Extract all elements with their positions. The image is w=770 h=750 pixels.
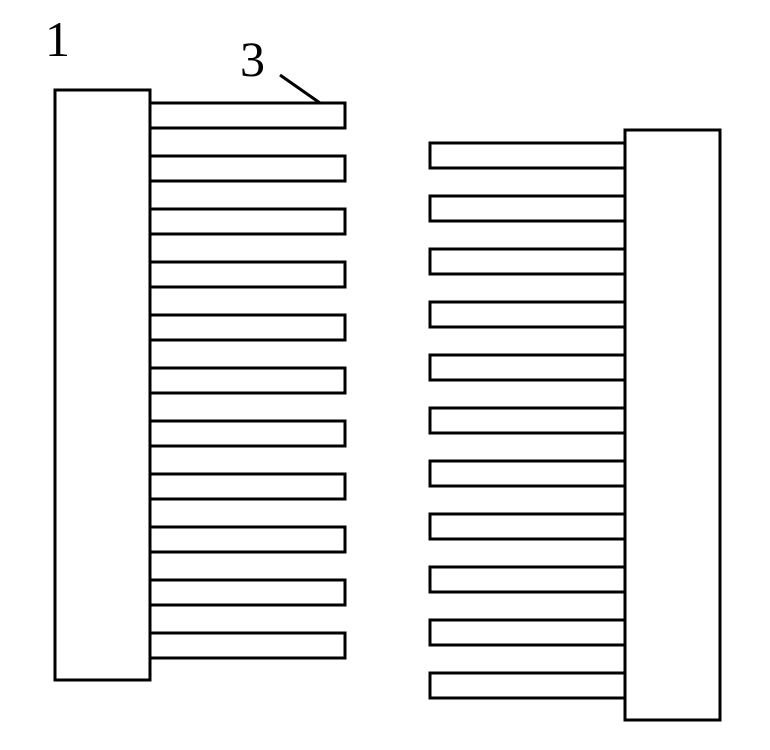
- left-fin-0: [150, 103, 345, 128]
- right-fin-1: [430, 196, 625, 221]
- right-fin-8: [430, 567, 625, 592]
- leader-0: [280, 75, 320, 103]
- left-fin-3: [150, 262, 345, 287]
- right-fin-2: [430, 249, 625, 274]
- left-block: [55, 90, 150, 680]
- right-block: [625, 130, 720, 720]
- left-fin-1: [150, 156, 345, 181]
- right-fin-5: [430, 408, 625, 433]
- left-fin-10: [150, 633, 345, 658]
- left-fin-5: [150, 368, 345, 393]
- label-1: 1: [45, 10, 70, 68]
- left-fin-7: [150, 474, 345, 499]
- right-fin-3: [430, 302, 625, 327]
- right-fin-7: [430, 514, 625, 539]
- diagram-canvas: [0, 0, 770, 750]
- right-fin-4: [430, 355, 625, 380]
- left-fin-2: [150, 209, 345, 234]
- right-fin-0: [430, 143, 625, 168]
- left-fin-4: [150, 315, 345, 340]
- left-fin-9: [150, 580, 345, 605]
- right-fin-9: [430, 620, 625, 645]
- label-3: 3: [240, 30, 265, 88]
- right-fin-6: [430, 461, 625, 486]
- left-fin-8: [150, 527, 345, 552]
- right-fin-10: [430, 673, 625, 698]
- left-fin-6: [150, 421, 345, 446]
